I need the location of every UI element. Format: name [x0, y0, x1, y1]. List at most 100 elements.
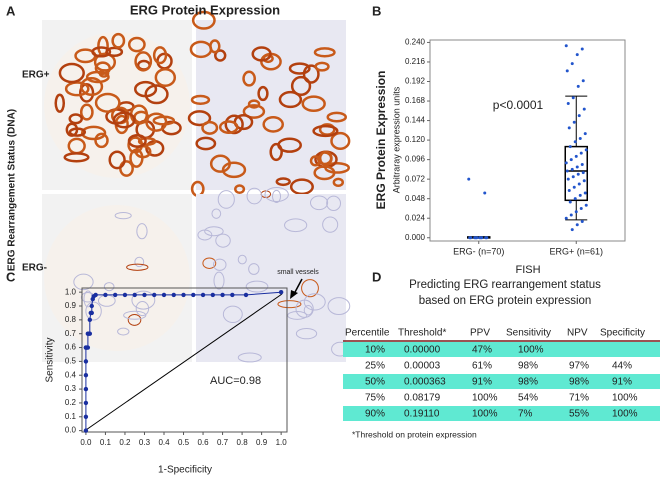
gland [134, 256, 145, 268]
data-point [573, 197, 577, 201]
gland [287, 311, 308, 320]
data-point [564, 161, 568, 165]
y-tick-label: 0.072 [405, 174, 426, 183]
gland [85, 301, 102, 321]
gland [187, 110, 212, 127]
x-tick-label: 0.6 [197, 438, 209, 447]
gland [303, 293, 326, 311]
x-tick-label: 0.7 [217, 438, 229, 447]
y-tick-label: 0.096 [405, 155, 426, 164]
data-point [566, 177, 570, 181]
gland [332, 177, 344, 188]
gland [218, 120, 239, 134]
gland [277, 300, 302, 309]
roc-point [142, 292, 147, 298]
roc-point [243, 292, 249, 298]
annotation: AUC=0.98 [210, 375, 261, 387]
gland [312, 124, 339, 138]
gland [63, 152, 90, 163]
gland [80, 125, 107, 141]
y-tick-label: 0.024 [405, 213, 426, 222]
gland [257, 85, 269, 102]
gland [247, 99, 261, 109]
y-tick-label: 1.0 [65, 287, 77, 296]
micrographs [42, 10, 351, 363]
data-point [577, 114, 581, 118]
y-tick-label: 0.2 [65, 398, 77, 407]
y-axis-title: ERG Protein Expression [374, 71, 388, 210]
gland [224, 114, 244, 135]
table-header: Threshold* [398, 328, 446, 339]
gland [272, 189, 282, 204]
data-point [565, 169, 569, 173]
table-header: NPV [567, 328, 588, 339]
table-cell: 25% [365, 361, 385, 372]
table-header: Specificity [600, 328, 645, 339]
roc-point [93, 292, 98, 298]
y-tick-label: 0.0 [65, 426, 77, 435]
data-point [567, 189, 571, 193]
gland [301, 279, 319, 298]
gland [126, 263, 149, 271]
table-cell: 100% [472, 393, 498, 404]
data-point [570, 167, 574, 171]
data-point [565, 69, 569, 73]
table-cell: 0.00003 [404, 361, 441, 372]
panel-title: ERG Protein Expression [130, 2, 280, 17]
gland [301, 95, 326, 113]
micrograph-bg [196, 194, 346, 362]
gland [309, 195, 329, 211]
data-point [570, 228, 574, 232]
data-point [475, 236, 479, 240]
gland [190, 94, 211, 105]
data-point [570, 62, 574, 66]
roc-point [161, 292, 167, 298]
y-tick-label: 0.8 [65, 315, 77, 324]
gland [103, 282, 115, 292]
roc-point [85, 345, 91, 350]
y-tick-label: 0.000 [405, 233, 426, 242]
data-point [467, 177, 471, 181]
x-tick-label: ERG- (n=70) [453, 246, 504, 256]
table-cell: 71% [569, 393, 589, 404]
roc-point [230, 292, 235, 298]
gland [58, 62, 85, 84]
data-point [575, 165, 579, 169]
panel-letter: C [6, 269, 16, 284]
gland [114, 212, 132, 220]
axis-label: ERG Rearrangement Status (DNA) [7, 109, 18, 271]
table-cell: 90% [365, 409, 385, 420]
x-tick-label: 0.1 [100, 438, 112, 447]
roc-point [278, 289, 284, 295]
table-cell: 47% [472, 345, 492, 356]
gland [275, 177, 291, 187]
annotation: small vessels [277, 269, 319, 276]
table-cell: 75% [365, 393, 385, 404]
data-point [578, 136, 582, 140]
gland [68, 127, 87, 137]
gland [234, 184, 246, 194]
data-point [574, 210, 578, 214]
gland [73, 273, 94, 291]
gland [242, 70, 256, 87]
roc-point [83, 359, 89, 364]
gland [123, 310, 147, 320]
table-cell: 98% [518, 377, 538, 388]
gland [105, 46, 124, 58]
gland [314, 61, 330, 72]
x-tick-label: 0.4 [158, 438, 170, 447]
data-point [577, 182, 581, 186]
table-cell: 98% [569, 377, 589, 388]
gland [251, 46, 272, 62]
y-axis-subtitle: Arbitraray expression units [391, 86, 401, 193]
row-highlight [343, 406, 660, 421]
data-point [581, 171, 585, 175]
roc-point [83, 428, 89, 433]
gland [211, 208, 222, 219]
gland [98, 69, 110, 78]
gland [94, 92, 121, 113]
data-point [573, 140, 577, 144]
gland [135, 301, 150, 317]
roc-point [152, 292, 157, 298]
